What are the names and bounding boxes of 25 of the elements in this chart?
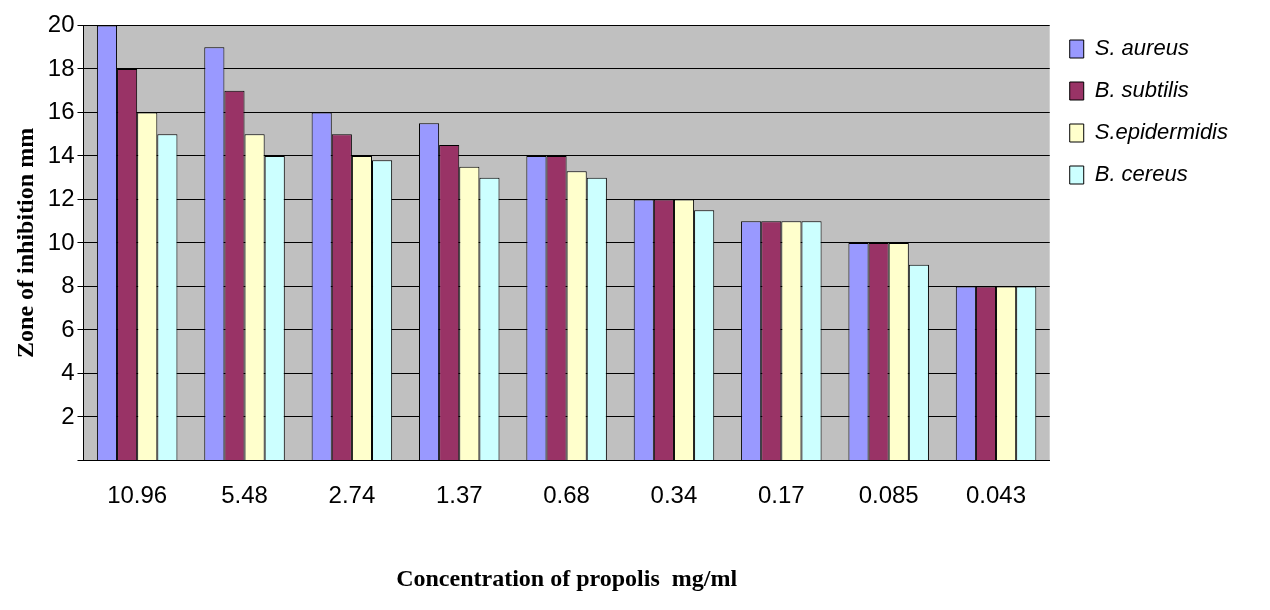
- y-tick-label: 14: [47, 140, 75, 168]
- y-tick-label: 8: [61, 271, 75, 299]
- y-tick-label: 6: [61, 314, 75, 342]
- y-tick-label: 16: [47, 97, 75, 125]
- y-tick-label: 20: [47, 10, 75, 38]
- y-tick-label: 18: [47, 53, 75, 81]
- y-tick-label: 4: [61, 358, 75, 386]
- x-tick-label: 10.96: [107, 481, 168, 509]
- x-tick-label: 2.74: [328, 481, 376, 509]
- x-tick-label: 0.34: [650, 481, 698, 509]
- y-axis-title: Zone of inhibition mm: [11, 127, 38, 358]
- x-tick-label: 0.085: [858, 481, 919, 509]
- x-tick-label: 5.48: [221, 481, 268, 509]
- y-tick-label: 2: [61, 401, 75, 429]
- x-tick-label: 0.043: [966, 481, 1027, 509]
- x-axis-title: Concentration of propolis mg/ml: [396, 564, 738, 591]
- x-tick-label: 1.37: [435, 481, 483, 509]
- legend-label: B. cereus: [1094, 161, 1188, 187]
- y-tick-label: 10: [47, 227, 75, 255]
- legend-label: B. subtilis: [1094, 77, 1189, 103]
- legend-label: S. aureus: [1094, 35, 1189, 61]
- y-tick-label: 12: [47, 184, 75, 212]
- legend-label: S.epidermidis: [1094, 119, 1228, 145]
- x-tick-label: 0.17: [757, 481, 805, 509]
- x-tick-label: 0.68: [543, 481, 590, 509]
